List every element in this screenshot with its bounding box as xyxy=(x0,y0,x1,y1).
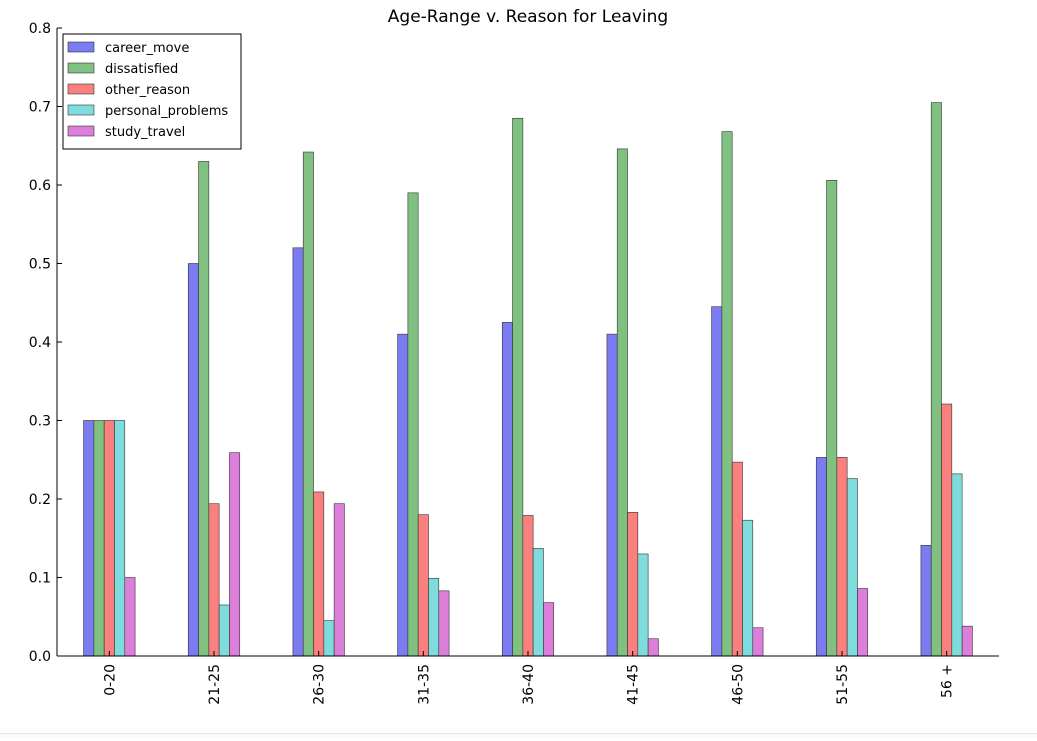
bar-study_travel-51-55 xyxy=(857,588,869,657)
y-tick-label: 0.8 xyxy=(29,21,51,37)
x-tick-label: 36-40 xyxy=(521,664,537,705)
bar-personal_problems-36-40 xyxy=(532,548,544,657)
bar-career_move-36-40 xyxy=(501,322,513,657)
legend-swatch-career_move xyxy=(67,41,95,53)
bar-personal_problems-0-20 xyxy=(114,420,126,657)
bar-career_move-56+ xyxy=(920,545,932,657)
chart-title: Age-Range v. Reason for Leaving xyxy=(388,7,668,27)
window-bottom-edge xyxy=(0,733,1037,738)
bar-career_move-31-35 xyxy=(397,333,409,657)
bar-other_reason-0-20 xyxy=(103,420,115,657)
x-tick-label: 56 + xyxy=(940,664,956,698)
bar-other_reason-21-25 xyxy=(208,503,220,657)
bar-study_travel-56+ xyxy=(961,625,973,657)
y-tick-label: 0.0 xyxy=(29,649,51,665)
legend-label-dissatisfied: dissatisfied xyxy=(105,62,178,77)
legend-label-study_travel: study_travel xyxy=(105,125,185,140)
legend-label-personal_problems: personal_problems xyxy=(105,104,228,119)
bar-dissatisfied-0-20 xyxy=(93,420,105,657)
bar-study_travel-26-30 xyxy=(333,503,345,657)
bar-career_move-46-50 xyxy=(711,306,723,657)
bar-other_reason-36-40 xyxy=(522,515,534,657)
bar-other_reason-51-55 xyxy=(836,457,848,657)
y-tick-label: 0.5 xyxy=(29,257,51,273)
bar-other_reason-26-30 xyxy=(313,491,325,657)
legend-swatch-personal_problems xyxy=(67,104,95,116)
bar-other_reason-46-50 xyxy=(731,461,743,657)
legend-label-other_reason: other_reason xyxy=(105,83,190,98)
bar-dissatisfied-56+ xyxy=(930,102,942,657)
y-tick-label: 0.7 xyxy=(29,100,51,116)
bar-other_reason-56+ xyxy=(941,403,953,657)
bar-career_move-0-20 xyxy=(83,420,95,657)
bar-dissatisfied-46-50 xyxy=(721,131,733,657)
x-tick-label: 0-20 xyxy=(102,664,118,696)
bar-career_move-26-30 xyxy=(292,247,304,657)
bar-dissatisfied-51-55 xyxy=(826,179,838,657)
bar-career_move-21-25 xyxy=(187,263,199,657)
y-tick-label: 0.4 xyxy=(29,335,51,351)
bar-study_travel-36-40 xyxy=(543,602,555,657)
bar-other_reason-41-45 xyxy=(627,512,639,657)
bar-dissatisfied-31-35 xyxy=(407,192,419,657)
bar-personal_problems-31-35 xyxy=(428,577,440,657)
bar-personal_problems-56+ xyxy=(951,473,963,657)
legend: career_move dissatisfied other_reasonperso… xyxy=(62,33,242,150)
x-tick-label: 21-25 xyxy=(207,664,223,705)
y-tick-label: 0.1 xyxy=(29,571,51,587)
legend-label-career_move: career_move xyxy=(105,41,189,56)
bar-personal_problems-26-30 xyxy=(323,620,335,657)
legend-swatch-dissatisfied xyxy=(67,62,95,74)
legend-swatch-other_reason xyxy=(67,83,95,95)
y-tick-label: 0.2 xyxy=(29,492,51,508)
bar-career_move-51-55 xyxy=(815,457,827,657)
bar-other_reason-31-35 xyxy=(417,514,429,657)
x-tick-label: 31-35 xyxy=(416,664,432,705)
bar-personal_problems-51-55 xyxy=(846,478,858,657)
bar-career_move-41-45 xyxy=(606,333,618,657)
bar-dissatisfied-21-25 xyxy=(198,161,210,657)
x-tick-label: 26-30 xyxy=(312,664,328,705)
y-tick-label: 0.6 xyxy=(29,178,51,194)
bar-personal_problems-41-45 xyxy=(637,553,649,657)
x-tick-label: 41-45 xyxy=(626,664,642,705)
plot-area xyxy=(83,102,973,657)
legend-swatch-study_travel xyxy=(67,125,95,137)
bar-study_travel-31-35 xyxy=(438,590,450,657)
bar-study_travel-41-45 xyxy=(647,638,659,657)
x-tick-label: 46-50 xyxy=(730,664,746,705)
bar-study_travel-0-20 xyxy=(124,577,136,657)
y-tick-label: 0.3 xyxy=(29,414,51,430)
x-tick-label: 51-55 xyxy=(835,664,851,705)
bar-personal_problems-46-50 xyxy=(742,519,754,657)
bar-dissatisfied-41-45 xyxy=(616,148,628,657)
axes: 0.0 0.1 0.2 0.3 0.4 0.5 0.6 0.7 0.8 0-20 21-25 26-3… xyxy=(29,21,999,705)
bar-dissatisfied-36-40 xyxy=(512,117,524,657)
bar-study_travel-46-50 xyxy=(752,627,764,657)
bar-dissatisfied-26-30 xyxy=(302,151,314,657)
bar-personal_problems-21-25 xyxy=(218,604,230,657)
bar-study_travel-21-25 xyxy=(229,452,241,657)
